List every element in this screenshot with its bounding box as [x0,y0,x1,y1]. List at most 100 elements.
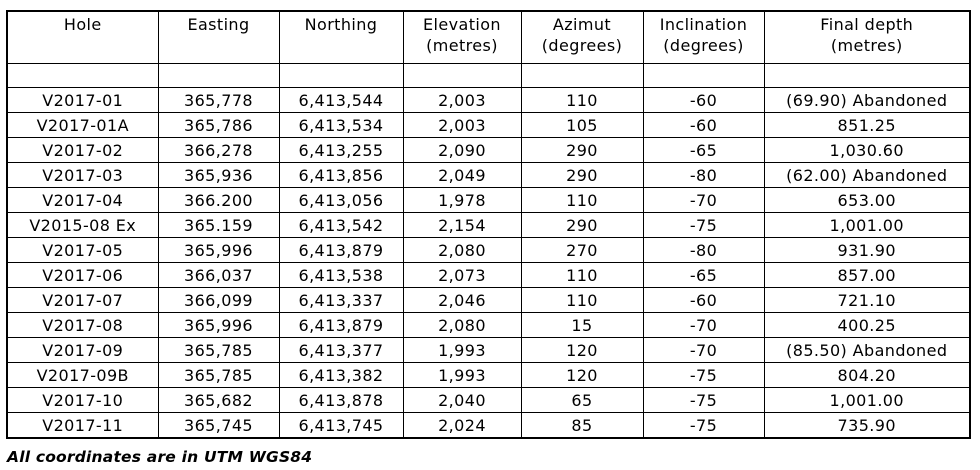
table-cell-inclination: -75 [642,412,765,439]
table-cell-northing: 6,413,879 [278,312,404,338]
table-body: V2017-01 365,778 6,413,544 2,003 110 -60 (69.9… [6,87,971,439]
table-cell-easting: 365,996 [157,312,280,338]
table-cell-northing: 6,413,337 [278,287,404,313]
table-cell-final-depth: (69.90) Abandoned [763,87,971,113]
column-header-hole: Hole [6,10,159,64]
table-row: V2017-07 366,099 6,413,337 2,046 110 -60 721.1… [6,287,971,313]
column-header-line: (metres) [426,36,498,55]
column-header-final-depth: Final depth (metres) [763,10,971,64]
table-cell-azimut: 290 [520,137,644,163]
table-cell-northing: 6,413,255 [278,137,404,163]
column-header-line: Hole [63,15,102,34]
table-cell-azimut: 15 [520,312,644,338]
table-cell-azimut: 290 [520,212,644,238]
table-cell-easting: 366,099 [157,287,280,313]
table-cell-inclination: -65 [642,137,765,163]
table-cell-final-depth: 1,001.00 [763,387,971,413]
empty-cell [157,63,280,88]
table-cell-northing: 6,413,382 [278,362,404,388]
table-cell-hole: V2017-10 [6,387,159,413]
table-cell-azimut: 120 [520,362,644,388]
table-cell-final-depth: 1,001.00 [763,212,971,238]
table-cell-final-depth: 721.10 [763,287,971,313]
table-cell-easting: 366,278 [157,137,280,163]
drill-hole-collar-table: Hole Easting Northing Elevation (metres) Azim… [6,10,971,439]
table-row: V2017-10 365,682 6,413,878 2,040 65 -75 1,001.… [6,387,971,413]
table-cell-northing: 6,413,544 [278,87,404,113]
table-cell-easting: 365,785 [157,337,280,363]
table-cell-final-depth: (62.00) Abandoned [763,162,971,188]
table-cell-northing: 6,413,745 [278,412,404,439]
table-cell-azimut: 65 [520,387,644,413]
table-row: V2017-01A 365,786 6,413,534 2,003 105 -60 851.… [6,112,971,138]
table-cell-northing: 6,413,878 [278,387,404,413]
table-row: V2017-03 365,936 6,413,856 2,049 290 -80 (62.0… [6,162,971,188]
table-cell-elevation: 2,090 [402,137,522,163]
table-cell-easting: 365,786 [157,112,280,138]
table-cell-northing: 6,413,534 [278,112,404,138]
table-row: V2017-09B 365,785 6,413,382 1,993 120 -75 804.… [6,362,971,388]
table-cell-easting: 366.200 [157,187,280,213]
empty-cell [642,63,765,88]
table-row: V2017-09 365,785 6,413,377 1,993 120 -70 (85.5… [6,337,971,363]
table-cell-hole: V2017-07 [6,287,159,313]
table-cell-elevation: 2,080 [402,312,522,338]
column-header-line: Easting [187,15,250,34]
table-cell-elevation: 1,993 [402,337,522,363]
table-cell-elevation: 2,046 [402,287,522,313]
table-cell-final-depth: 931.90 [763,237,971,263]
column-header-line: Final depth [820,15,914,34]
table-cell-inclination: -60 [642,87,765,113]
header-row: Hole Easting Northing Elevation (metres) Azim… [6,10,971,64]
column-header-line: (degrees) [663,36,744,55]
table-cell-inclination: -65 [642,262,765,288]
column-header-line: Northing [304,15,378,34]
table-cell-northing: 6,413,056 [278,187,404,213]
table-row: V2015-08 Ex 365.159 6,413,542 2,154 290 -75 1,… [6,212,971,238]
table-cell-easting: 365,936 [157,162,280,188]
table-cell-elevation: 2,049 [402,162,522,188]
table-cell-easting: 365,682 [157,387,280,413]
table-cell-hole: V2017-01 [6,87,159,113]
coordinates-footnote: All coordinates are in UTM WGS84 [7,448,313,466]
table-cell-hole: V2017-11 [6,412,159,439]
table-row: V2017-06 366,037 6,413,538 2,073 110 -65 857.0… [6,262,971,288]
column-header-line: (metres) [830,36,903,55]
table-cell-final-depth: 1,030.60 [763,137,971,163]
table-cell-inclination: -60 [642,112,765,138]
table-cell-easting: 366,037 [157,262,280,288]
table-cell-final-depth: 400.25 [763,312,971,338]
table-cell-inclination: -70 [642,187,765,213]
table-cell-azimut: 85 [520,412,644,439]
empty-cell [6,63,159,88]
table-row: V2017-08 365,996 6,413,879 2,080 15 -70 400.25 [6,312,971,338]
column-header-line: Elevation [423,15,501,34]
table-cell-azimut: 120 [520,337,644,363]
table-cell-final-depth: 653.00 [763,187,971,213]
table-cell-elevation: 2,073 [402,262,522,288]
table-row: V2017-11 365,745 6,413,745 2,024 85 -75 735.90 [6,412,971,439]
table-cell-hole: V2017-02 [6,137,159,163]
table-cell-elevation: 2,024 [402,412,522,439]
column-header-elevation: Elevation (metres) [402,10,522,64]
table-cell-elevation: 2,003 [402,112,522,138]
table-cell-northing: 6,413,879 [278,237,404,263]
table-cell-elevation: 1,993 [402,362,522,388]
table-cell-inclination: -80 [642,162,765,188]
table-cell-hole: V2017-06 [6,262,159,288]
table-cell-inclination: -75 [642,212,765,238]
column-header-line: Inclination [659,15,748,34]
table-cell-inclination: -60 [642,287,765,313]
column-header-line: Azimut [552,15,612,34]
table-cell-easting: 365,785 [157,362,280,388]
table-cell-easting: 365.159 [157,212,280,238]
table-cell-final-depth: (85.50) Abandoned [763,337,971,363]
table-cell-elevation: 2,003 [402,87,522,113]
empty-cell [278,63,404,88]
table-cell-northing: 6,413,538 [278,262,404,288]
table-row: V2017-04 366.200 6,413,056 1,978 110 -70 653.0… [6,187,971,213]
table-cell-azimut: 105 [520,112,644,138]
column-header-inclination: Inclination (degrees) [642,10,765,64]
column-header-easting: Easting [157,10,280,64]
table-cell-easting: 365,996 [157,237,280,263]
